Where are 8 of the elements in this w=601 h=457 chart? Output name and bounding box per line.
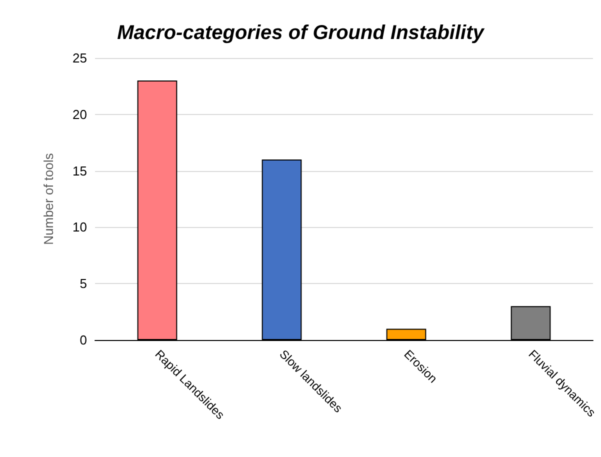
- y-tick-label: 25: [72, 50, 87, 66]
- y-tick-label: 10: [72, 220, 87, 235]
- y-tick-label: 0: [80, 332, 87, 348]
- y-tick-label: 5: [80, 276, 87, 292]
- y-tick-label: 20: [72, 106, 87, 122]
- y-tick-label: 15: [72, 163, 87, 178]
- chart-title: Macro-categories of Ground Instability: [117, 22, 485, 44]
- y-axis-title: Number of tools: [41, 152, 56, 245]
